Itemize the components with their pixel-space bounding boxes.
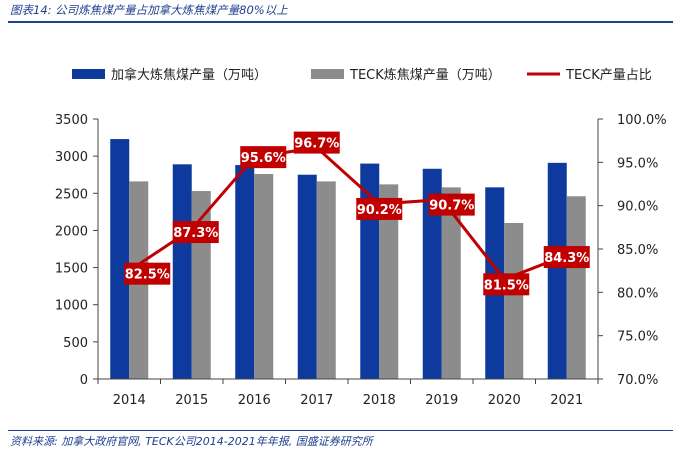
x-tick-label: 2019 — [425, 393, 458, 408]
bar-canada-2017 — [297, 174, 317, 379]
x-tick-label: 2021 — [550, 393, 583, 408]
share-line-path — [128, 146, 568, 281]
left-tick-label: 1000 — [55, 299, 88, 314]
legend-swatch-canada — [72, 69, 105, 79]
bar-teck-2020 — [504, 223, 524, 379]
source-note: 资料来源: 加拿大政府官网, TECK公司2014-2021年年报, 国盛证券研… — [10, 435, 373, 448]
share-line: 82.5% 87.3% 95.6% 96.7% 90.2% 90.7% 81.5% 84.3% — [124, 131, 590, 296]
bar-canada-2021 — [547, 162, 567, 379]
right-tick-label: 90.0% — [617, 200, 658, 215]
bar-canada-2014 — [110, 139, 130, 379]
share-label-box — [483, 273, 530, 296]
share-label: 90.7% — [429, 199, 474, 214]
right-tick-label: 100.0% — [617, 113, 667, 128]
right-tick-label: 75.0% — [617, 330, 658, 345]
share-label: 82.5% — [125, 268, 170, 283]
bar-teck-2016 — [254, 173, 274, 379]
bar-canada-2019 — [422, 168, 442, 379]
right-tick-label: 80.0% — [617, 286, 658, 301]
left-tick-label: 3500 — [55, 113, 88, 128]
share-label-box — [293, 131, 340, 154]
x-tick-label: 2020 — [488, 393, 521, 408]
bars — [110, 139, 586, 379]
x-tick-label: 2015 — [175, 393, 208, 408]
bar-canada-2015 — [172, 164, 192, 379]
share-label-box — [543, 246, 590, 269]
left-tick-label: 2500 — [55, 187, 88, 202]
bar-teck-2018 — [379, 184, 399, 379]
left-tick-label: 3000 — [55, 150, 88, 165]
left-tick-label: 2000 — [55, 224, 88, 239]
footer-divider — [8, 430, 673, 431]
share-label: 87.3% — [173, 226, 218, 241]
bar-canada-2016 — [235, 165, 255, 379]
title-divider — [8, 21, 673, 23]
share-label: 84.3% — [544, 251, 589, 266]
share-label-box — [428, 193, 475, 216]
share-label: 96.7% — [294, 137, 339, 152]
share-label-box — [356, 197, 403, 220]
axes: 0 500 1000 1500 2000 2500 3000 3500 70.0% 75.0% 80… — [55, 113, 667, 408]
legend-label-teck: TECK炼焦煤产量（万吨） — [349, 68, 501, 83]
legend-swatch-teck — [311, 69, 344, 79]
legend-label-share: TECK产量占比 — [565, 68, 652, 83]
legend-label-canada: 加拿大炼焦煤产量（万吨） — [111, 67, 267, 83]
right-tick-label: 95.0% — [617, 156, 658, 171]
chart-title: 图表14: 公司炼焦煤产量占加拿大炼焦煤产量80%以上 — [10, 3, 288, 17]
bar-teck-2021 — [566, 196, 586, 379]
x-tick-label: 2018 — [363, 393, 396, 408]
share-label-box — [172, 221, 219, 244]
legend: 加拿大炼焦煤产量（万吨） TECK炼焦煤产量（万吨） TECK产量占比 — [72, 67, 652, 83]
share-label-box — [240, 146, 287, 169]
right-tick-label: 85.0% — [617, 243, 658, 258]
x-tick-label: 2016 — [238, 393, 271, 408]
right-tick-label: 70.0% — [617, 373, 658, 388]
left-tick-label: 500 — [63, 336, 88, 351]
bar-teck-2017 — [316, 181, 336, 379]
share-label: 95.6% — [241, 151, 286, 166]
share-label: 90.2% — [357, 203, 402, 218]
share-label: 81.5% — [484, 278, 529, 293]
x-tick-label: 2017 — [300, 393, 333, 408]
x-tick-label: 2014 — [113, 393, 146, 408]
left-tick-label: 1500 — [55, 262, 88, 277]
share-label-box — [124, 262, 171, 285]
left-tick-label: 0 — [80, 373, 88, 388]
bar-teck-2019 — [441, 187, 461, 379]
